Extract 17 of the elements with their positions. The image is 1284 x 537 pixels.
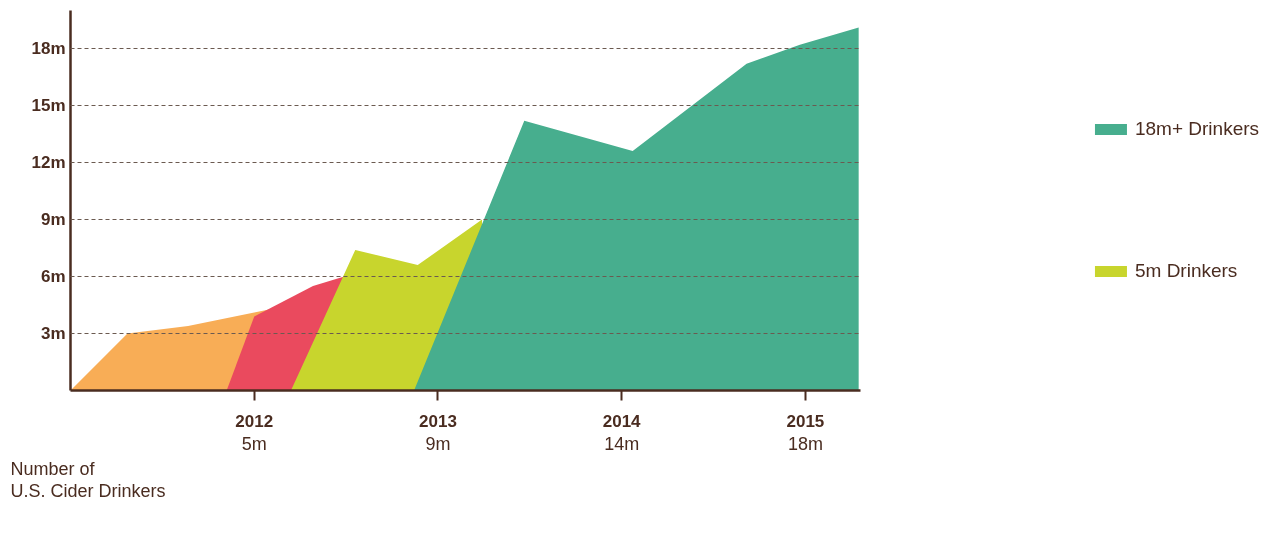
legend-label: 5m Drinkers <box>1134 260 1238 282</box>
y-tick-label: 15m <box>31 96 66 115</box>
text: 5m <box>241 433 267 454</box>
x-tick-label: 2015 <box>786 411 825 431</box>
x-tick-label: 2013 <box>419 411 457 431</box>
text: 14m <box>604 433 640 454</box>
y-tick-label: 9m <box>40 210 66 229</box>
legend-label: 18m+ Drinkers <box>1134 118 1260 140</box>
y-tick-label: 3m <box>40 324 66 343</box>
y-tick-label: 6m <box>40 267 66 286</box>
text: 9m <box>425 433 451 454</box>
y-tick-label: 12m <box>31 153 66 172</box>
text: Number of U.S. Cider Drinkers <box>10 458 166 501</box>
x-tick-label: 2012 <box>235 411 274 431</box>
x-tick-label: 2014 <box>602 411 642 431</box>
y-tick-label: 18m <box>31 39 66 58</box>
text: 18m <box>787 433 823 454</box>
